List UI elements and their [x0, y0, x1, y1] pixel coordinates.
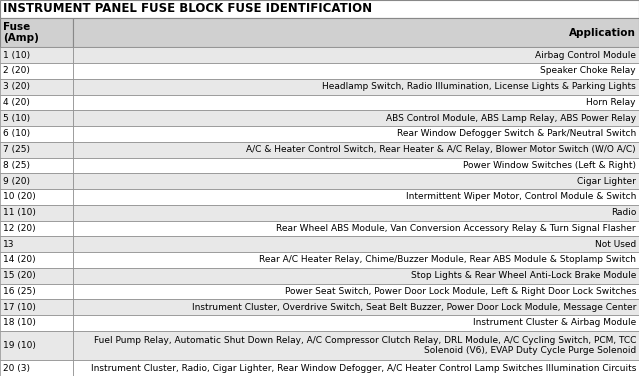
Bar [0, 299, 73, 315]
Text: Airbag Control Module: Airbag Control Module [535, 51, 636, 60]
Bar [73, 189, 639, 205]
Bar [73, 142, 639, 158]
Text: 2 (20): 2 (20) [3, 67, 30, 76]
Text: INSTRUMENT PANEL FUSE BLOCK FUSE IDENTIFICATION: INSTRUMENT PANEL FUSE BLOCK FUSE IDENTIF… [3, 2, 372, 15]
Text: Power Seat Switch, Power Door Lock Module, Left & Right Door Lock Switches: Power Seat Switch, Power Door Lock Modul… [284, 287, 636, 296]
Text: 10 (20): 10 (20) [3, 193, 36, 202]
Text: 14 (20): 14 (20) [3, 255, 36, 264]
Bar [0, 47, 73, 63]
Bar [73, 110, 639, 126]
Text: 13: 13 [3, 240, 15, 249]
Text: Speaker Choke Relay: Speaker Choke Relay [541, 67, 636, 76]
Bar [0, 284, 73, 299]
Bar [73, 331, 639, 360]
Text: 15 (20): 15 (20) [3, 271, 36, 280]
Bar [73, 268, 639, 284]
Text: 18 (10): 18 (10) [3, 318, 36, 327]
Bar [73, 79, 639, 94]
Bar [73, 360, 639, 376]
Text: Rear Window Defogger Switch & Park/Neutral Switch: Rear Window Defogger Switch & Park/Neutr… [397, 129, 636, 138]
Bar [0, 126, 73, 142]
Text: Rear Wheel ABS Module, Van Conversion Accessory Relay & Turn Signal Flasher: Rear Wheel ABS Module, Van Conversion Ac… [277, 224, 636, 233]
Text: Intermittent Wiper Motor, Control Module & Switch: Intermittent Wiper Motor, Control Module… [406, 193, 636, 202]
Bar [0, 63, 73, 79]
Text: ABS Control Module, ABS Lamp Relay, ABS Power Relay: ABS Control Module, ABS Lamp Relay, ABS … [386, 114, 636, 123]
Bar [73, 299, 639, 315]
Text: Radio: Radio [611, 208, 636, 217]
Text: Instrument Cluster, Radio, Cigar Lighter, Rear Window Defogger, A/C Heater Contr: Instrument Cluster, Radio, Cigar Lighter… [91, 364, 636, 373]
Bar [0, 173, 73, 189]
Text: Fuel Pump Relay, Automatic Shut Down Relay, A/C Compressor Clutch Relay, DRL Mod: Fuel Pump Relay, Automatic Shut Down Rel… [94, 336, 636, 355]
Text: 7 (25): 7 (25) [3, 145, 30, 154]
Text: 12 (20): 12 (20) [3, 224, 36, 233]
Bar [0, 360, 73, 376]
Text: A/C & Heater Control Switch, Rear Heater & A/C Relay, Blower Motor Switch (W/O A: A/C & Heater Control Switch, Rear Heater… [247, 145, 636, 154]
Bar [73, 284, 639, 299]
Text: 9 (20): 9 (20) [3, 177, 30, 186]
Text: 4 (20): 4 (20) [3, 98, 30, 107]
Bar [0, 18, 73, 47]
Text: Instrument Cluster, Overdrive Switch, Seat Belt Buzzer, Power Door Lock Module, : Instrument Cluster, Overdrive Switch, Se… [192, 303, 636, 312]
Bar [0, 315, 73, 331]
Bar [0, 205, 73, 221]
Bar [0, 252, 73, 268]
Text: 19 (10): 19 (10) [3, 341, 36, 350]
Bar [73, 158, 639, 173]
Text: 3 (20): 3 (20) [3, 82, 30, 91]
Bar [0, 142, 73, 158]
Bar [0, 79, 73, 94]
Text: 17 (10): 17 (10) [3, 303, 36, 312]
Bar [73, 18, 639, 47]
Text: 1 (10): 1 (10) [3, 51, 30, 60]
Text: Not Used: Not Used [595, 240, 636, 249]
Bar [0, 221, 73, 236]
Bar [73, 63, 639, 79]
Bar [0, 268, 73, 284]
Bar [73, 126, 639, 142]
Bar [0, 110, 73, 126]
Bar [0, 236, 73, 252]
Text: Horn Relay: Horn Relay [587, 98, 636, 107]
Text: Fuse
(Amp): Fuse (Amp) [3, 22, 39, 43]
Bar [73, 173, 639, 189]
Text: Stop Lights & Rear Wheel Anti-Lock Brake Module: Stop Lights & Rear Wheel Anti-Lock Brake… [411, 271, 636, 280]
Bar [73, 315, 639, 331]
Text: Application: Application [569, 27, 636, 38]
Text: Cigar Lighter: Cigar Lighter [577, 177, 636, 186]
Text: Power Window Switches (Left & Right): Power Window Switches (Left & Right) [463, 161, 636, 170]
Text: 8 (25): 8 (25) [3, 161, 30, 170]
Bar [0, 158, 73, 173]
Text: Rear A/C Heater Relay, Chime/Buzzer Module, Rear ABS Module & Stoplamp Switch: Rear A/C Heater Relay, Chime/Buzzer Modu… [259, 255, 636, 264]
Text: 6 (10): 6 (10) [3, 129, 30, 138]
Text: Headlamp Switch, Radio Illumination, License Lights & Parking Lights: Headlamp Switch, Radio Illumination, Lic… [322, 82, 636, 91]
Text: 5 (10): 5 (10) [3, 114, 30, 123]
Bar [0, 189, 73, 205]
Bar [73, 221, 639, 236]
Bar [73, 252, 639, 268]
Text: 20 (3): 20 (3) [3, 364, 30, 373]
Bar [73, 94, 639, 110]
Text: 11 (10): 11 (10) [3, 208, 36, 217]
Bar [73, 47, 639, 63]
Text: Instrument Cluster & Airbag Module: Instrument Cluster & Airbag Module [473, 318, 636, 327]
Bar [73, 236, 639, 252]
Bar [0, 0, 639, 18]
Bar [0, 94, 73, 110]
Bar [73, 205, 639, 221]
Text: 16 (25): 16 (25) [3, 287, 36, 296]
Bar [0, 331, 73, 360]
